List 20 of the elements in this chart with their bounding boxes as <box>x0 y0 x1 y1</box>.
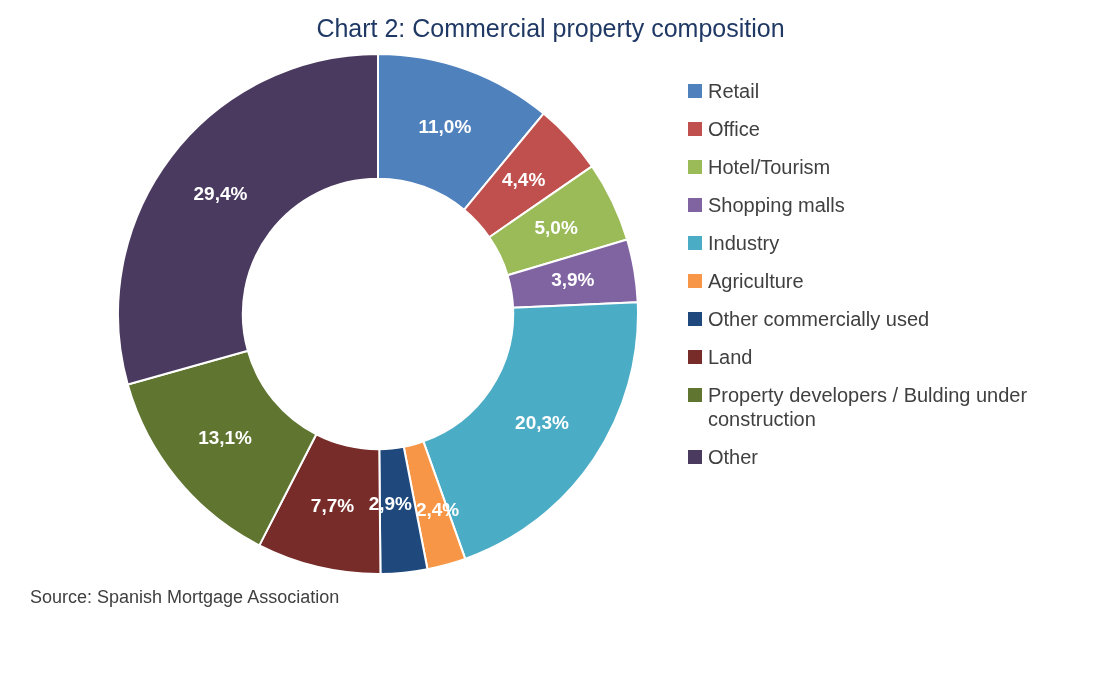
data-label: 7,7% <box>310 494 355 516</box>
legend-label: Other commercially used <box>708 307 930 331</box>
data-label: 3,9% <box>551 269 595 291</box>
data-label: 11,0% <box>418 116 472 138</box>
legend-label: Hotel/Tourism <box>708 155 831 179</box>
chart-title: Chart 2: Commercial property composition <box>315 14 786 43</box>
legend-label: Land <box>708 345 753 369</box>
legend-label: Other <box>708 445 759 469</box>
data-label: 29,4% <box>193 182 248 204</box>
legend-label: Office <box>708 117 760 141</box>
legend-label: Industry <box>708 231 780 255</box>
source-note: Source: Spanish Mortgage Association <box>30 587 341 608</box>
data-label: 5,0% <box>534 216 578 238</box>
data-label: 13,1% <box>198 427 253 449</box>
legend-label: Retail <box>708 79 760 103</box>
data-label: 20,3% <box>515 412 570 434</box>
legend-label: Shopping malls <box>708 193 845 217</box>
legend-label: Agriculture <box>708 269 804 293</box>
legend-label: Property developers / Bulding under construction <box>708 383 1029 431</box>
data-label: 4,4% <box>501 168 546 190</box>
